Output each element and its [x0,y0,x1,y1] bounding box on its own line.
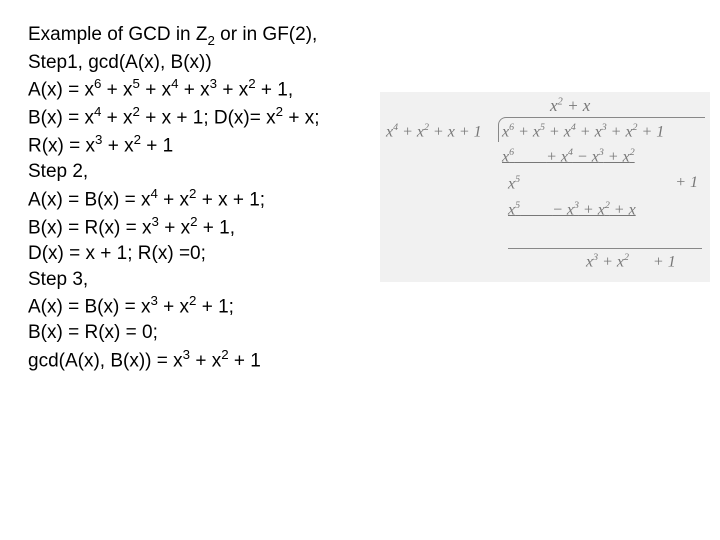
line-4: B(x) = x4 + x2 + x + 1; D(x)= x2 + x; [28,103,319,131]
e: 2 [133,104,140,119]
t: + 1 [638,123,665,140]
e: 3 [150,293,157,308]
t: + x [610,201,636,218]
line-10: Step 3, [28,267,319,293]
e: 2 [276,104,283,119]
division-inner: x2 + x x4 + x2 + x + 1 x6 + x5 + x4 + x3… [380,92,710,282]
e: 3 [210,76,217,91]
line-11: A(x) = B(x) = x3 + x2 + 1; [28,292,319,320]
subtract-row-1: x6 + x4 − x3 + x2 [502,147,635,166]
t: B(x) = R(x) = x [28,217,152,238]
line-5: R(x) = x3 + x2 + 1 [28,131,319,159]
t: B(x) = x [28,108,94,129]
t: − x [552,201,574,218]
t: + 1 [141,136,173,157]
t: + x + 1; [196,189,265,210]
t: + x [101,80,132,101]
t: + x [563,96,591,115]
sp [520,201,552,218]
quotient: x2 + x [550,96,590,116]
dividend: x6 + x5 + x4 + x3 + x2 + 1 [502,122,664,141]
t: + x [598,253,624,270]
t: + 1, [256,80,294,101]
divisor: x4 + x2 + x + 1 [386,122,482,141]
t: Example of GCD in Z [28,24,208,45]
remainder-row-1b: + 1 [675,174,698,192]
line-12: B(x) = R(x) = 0; [28,320,319,346]
line-9: D(x) = x + 1; R(x) =0; [28,241,319,267]
polynomial-long-division: x2 + x x4 + x2 + x + 1 x6 + x5 + x4 + x3… [380,92,710,282]
t: A(x) = B(x) = x [28,296,150,317]
t: + x [514,123,540,140]
t: + 1 [653,253,676,270]
e: 2 [248,76,255,91]
t: + x [607,123,633,140]
t: + x [579,201,605,218]
t: + x + 1; D(x)= x [140,108,276,129]
e: 4 [171,76,178,91]
line-8: B(x) = R(x) = x3 + x2 + 1, [28,213,319,241]
t: + 1; [196,296,234,317]
t: + x [179,80,210,101]
t: − x [573,148,599,165]
t: R(x) = x [28,136,95,157]
t: + x [546,148,568,165]
t: + x + 1 [429,123,482,140]
t: A(x) = x [28,80,94,101]
e: 3 [152,214,159,229]
e: 3 [183,347,190,362]
t: or in GF(2), [215,24,317,45]
sp [514,148,546,165]
t: + x [217,80,248,101]
line-7: A(x) = B(x) = x4 + x2 + x + 1; [28,185,319,213]
t: + x [102,136,133,157]
t: + x [398,123,424,140]
sp [629,253,653,270]
t: + x [545,123,571,140]
t: + x [158,189,189,210]
gcd-example-text: Example of GCD in Z2 or in GF(2), Step1,… [28,22,319,374]
e: 5 [515,174,520,185]
t: + x; [283,108,319,129]
t: + x [190,350,221,371]
e: 5 [133,76,140,91]
result-row: x3 + x2 + 1 [586,252,676,271]
e: 2 [134,132,141,147]
t: + x [159,217,190,238]
t: A(x) = B(x) = x [28,189,150,210]
t: + x [604,148,630,165]
t: + x [576,123,602,140]
line-3: A(x) = x6 + x5 + x4 + x3 + x2 + 1, [28,75,319,103]
t: + 1, [197,217,235,238]
e: 2 [221,347,228,362]
t: + x [140,80,171,101]
line-2: Step1, gcd(A(x), B(x)) [28,50,319,76]
x: x [550,96,558,115]
line-6: Step 2, [28,159,319,185]
t: + 1 [229,350,261,371]
remainder-row-1a: x5 [508,174,520,193]
line-1: Example of GCD in Z2 or in GF(2), [28,22,319,50]
result-rule [508,248,702,249]
subtract-row-2: x5 − x3 + x2 + x [508,200,698,219]
t: gcd(A(x), B(x)) = x [28,350,183,371]
line-13: gcd(A(x), B(x)) = x3 + x2 + 1 [28,346,319,374]
sub: 2 [208,33,215,48]
e: 4 [150,186,157,201]
t: + x [158,296,189,317]
t: + x [101,108,132,129]
e: 2 [630,147,635,158]
